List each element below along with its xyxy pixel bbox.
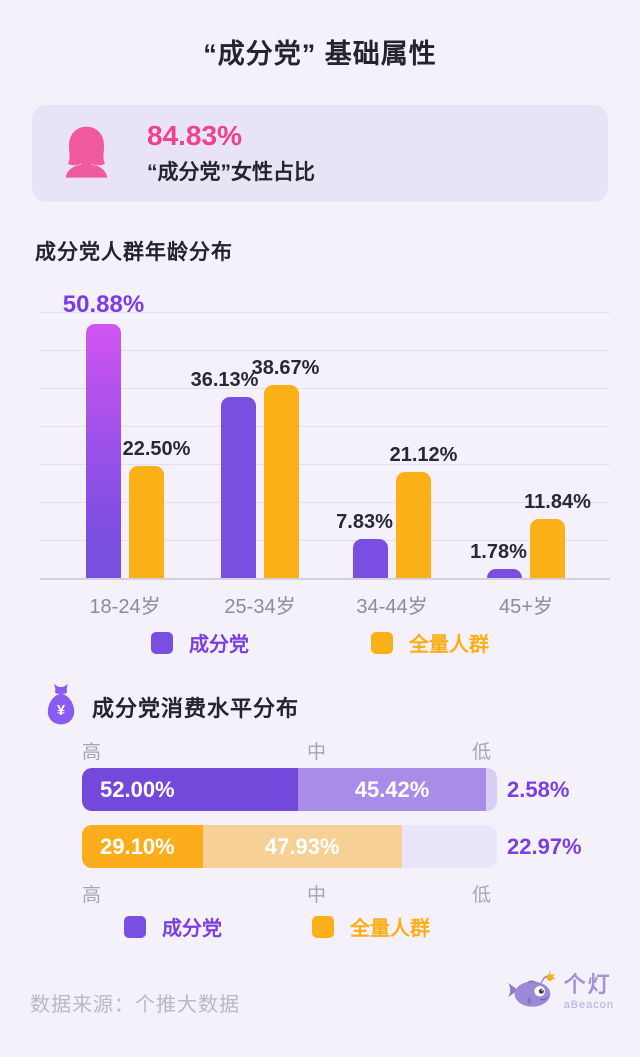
level-label-high: 高 (82, 885, 102, 906)
bar-chengfendang: 50.88% (63, 291, 144, 578)
data-source-text: 数据来源：个推大数据 (30, 994, 240, 1016)
age-chart-title: 成分党人群年龄分布 (35, 241, 233, 264)
age-bar-group: 50.88% 22.50% 18-24岁 (63, 291, 191, 618)
age-bar-group: 1.78% 11.84% 45+岁 (470, 491, 591, 618)
legend-swatch (124, 915, 146, 938)
stacked-bar-segment: 47.93% (202, 825, 402, 868)
legend: 成分党 全量人群 (0, 628, 640, 657)
segment-value-label: 29.10% (100, 833, 175, 859)
stacked-bar-segment: 52.00% (82, 768, 298, 811)
consumption-level-labels-bottom: 高 中 低 (82, 880, 497, 906)
page-title: “成分党” 基础属性 (203, 39, 437, 69)
bar-quanliang: 21.12% (390, 444, 457, 578)
anglerfish-lantern-icon (504, 968, 556, 1017)
gender-stat-text: 84.83% “成分党”女性占比 (147, 119, 315, 187)
brand-logo: 个灯 aBeacon (504, 968, 614, 1017)
level-label-mid: 中 (307, 742, 327, 763)
gender-stat-value: 84.83% (147, 119, 242, 151)
x-axis-label: 45+岁 (499, 596, 553, 618)
gender-stat-card: 84.83% “成分党”女性占比 (32, 105, 608, 202)
bar-value-label: 38.67% (251, 356, 320, 379)
segment-outside-label: 2.58% (507, 776, 570, 802)
level-label-mid: 中 (307, 885, 327, 906)
bar-chengfendang: 36.13% (191, 369, 258, 578)
age-bar-group: 7.83% 21.12% 34-44岁 (336, 444, 457, 618)
legend-item: 成分党 (124, 912, 222, 941)
bar-value-label: 22.50% (122, 437, 191, 460)
legend-label: 全量人群 (409, 634, 489, 656)
stacked-bar: 29.10% 47.93% (82, 825, 497, 868)
legend-swatch (371, 631, 393, 654)
segment-value-label: 47.93% (264, 833, 340, 859)
level-label-low: 低 (472, 885, 492, 906)
stacked-bar: 52.00% 45.42% (82, 768, 497, 811)
x-axis-label: 34-44岁 (356, 596, 428, 618)
age-bar-group: 36.13% 38.67% 25-34岁 (191, 357, 320, 618)
svg-text:¥: ¥ (57, 703, 65, 719)
bar-quanliang: 11.84% (524, 491, 591, 578)
consumption-level-labels-top: 高 中 低 (82, 737, 497, 763)
bar-value-label: 36.13% (190, 369, 259, 392)
legend-item: 全量人群 (312, 912, 430, 941)
x-axis-label: 18-24岁 (89, 596, 161, 618)
consumption-bar-row: 29.10% 47.93% 22.97% (82, 825, 582, 868)
segment-value-label: 52.00% (100, 776, 175, 802)
stacked-bar-segment: 45.42% (297, 768, 487, 811)
bar-value-label: 7.83% (336, 510, 393, 533)
segment-value-label: 45.42% (354, 776, 430, 802)
legend-swatch (312, 915, 334, 938)
legend-item: 全量人群 (371, 628, 489, 657)
stacked-bar-segment: 29.10% (82, 825, 203, 868)
bar-value-label: 21.12% (389, 444, 458, 467)
legend: 成分党 全量人群 (0, 912, 640, 941)
brand-text: 个灯 aBeacon (564, 974, 614, 1011)
stacked-bar-segment (486, 768, 497, 811)
bar-chengfendang: 1.78% (470, 541, 527, 578)
gender-stat-label: “成分党”女性占比 (147, 161, 315, 185)
female-icon (58, 123, 115, 185)
brand-subname: aBeacon (563, 999, 614, 1011)
level-label-high: 高 (82, 742, 102, 763)
consumption-bar-row: 52.00% 45.42% 2.58% (82, 768, 569, 811)
bar-quanliang: 22.50% (123, 438, 190, 578)
legend-label: 成分党 (189, 634, 249, 656)
bar-value-label: 11.84% (524, 490, 591, 513)
money-bag-icon: ¥ (44, 681, 78, 732)
bar-chengfendang: 7.83% (336, 511, 393, 578)
bar-value-label: 50.88% (62, 290, 145, 318)
bar-value-label: 1.78% (470, 541, 527, 564)
legend-swatch (151, 631, 173, 654)
age-chart-plot: 50.88% 22.50% 18-24岁 36.13% 38.67% 25-34岁 7.83… (40, 291, 610, 618)
stacked-bar-segment (401, 825, 497, 868)
segment-outside-label: 22.97% (507, 833, 582, 859)
consumption-header: ¥ 成分党消费水平分布 (44, 681, 299, 732)
legend-item: 成分党 (151, 628, 249, 657)
x-axis-label: 25-34岁 (224, 596, 296, 618)
level-label-low: 低 (472, 742, 492, 763)
brand-name: 个灯 (563, 972, 612, 997)
legend-label: 成分党 (162, 918, 222, 940)
legend-label: 全量人群 (350, 918, 430, 940)
bar-quanliang: 38.67% (252, 357, 319, 578)
consumption-chart-title: 成分党消费水平分布 (92, 695, 300, 721)
